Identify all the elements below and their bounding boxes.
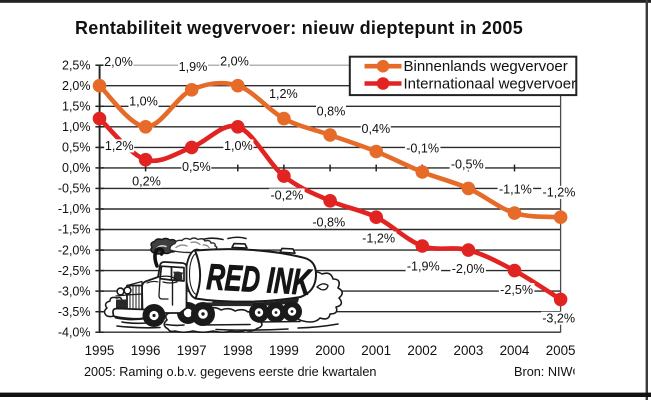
svg-text:2,0%: 2,0%	[104, 55, 133, 69]
svg-text:-0,1%: -0,1%	[406, 141, 439, 155]
svg-text:0,0%: 0,0%	[62, 161, 91, 175]
svg-text:2,0%: 2,0%	[220, 54, 249, 68]
svg-text:Bron: NIWO: Bron: NIWO	[514, 365, 583, 379]
svg-text:1,0%: 1,0%	[224, 139, 253, 153]
svg-text:Internationaal wegvervoer: Internationaal wegvervoer	[404, 76, 577, 93]
svg-text:2001: 2001	[361, 343, 391, 358]
svg-text:1996: 1996	[131, 343, 161, 358]
svg-text:-1,9%: -1,9%	[407, 260, 440, 274]
svg-text:-1,0%: -1,0%	[58, 202, 91, 216]
svg-text:2000: 2000	[315, 343, 345, 358]
svg-text:-2,5%: -2,5%	[58, 264, 91, 278]
svg-text:2003: 2003	[454, 343, 484, 358]
svg-text:0,8%: 0,8%	[317, 104, 346, 118]
svg-text:-0,8%: -0,8%	[312, 215, 345, 229]
svg-text:-0,5%: -0,5%	[451, 157, 484, 171]
svg-text:-3,5%: -3,5%	[58, 305, 91, 319]
svg-text:-1,1%: -1,1%	[499, 183, 532, 197]
svg-text:1999: 1999	[269, 343, 299, 358]
svg-text:1,0%: 1,0%	[129, 94, 158, 108]
svg-text:-2,0%: -2,0%	[452, 262, 485, 276]
svg-text:Rentabiliteit wegvervoer: nieu: Rentabiliteit wegvervoer: nieuw dieptepu…	[75, 18, 523, 38]
svg-text:1,0%: 1,0%	[62, 120, 91, 134]
svg-text:2004: 2004	[500, 343, 530, 358]
svg-text:Binnenlands wegvervoer: Binnenlands wegvervoer	[404, 58, 568, 75]
svg-text:2005: Raming o.b.v. gegevens e: 2005: Raming o.b.v. gegevens eerste drie…	[84, 365, 376, 379]
svg-text:2,0%: 2,0%	[62, 79, 91, 93]
svg-text:1,2%: 1,2%	[105, 139, 134, 153]
svg-text:2005: 2005	[546, 343, 576, 358]
svg-text:1995: 1995	[85, 343, 115, 358]
svg-text:-3,0%: -3,0%	[58, 284, 91, 298]
svg-text:-1,2%: -1,2%	[362, 231, 395, 245]
svg-text:1,9%: 1,9%	[179, 60, 208, 74]
svg-text:-0,2%: -0,2%	[270, 188, 303, 202]
svg-text:-1,5%: -1,5%	[58, 223, 91, 237]
svg-text:RED INK: RED INK	[206, 256, 314, 303]
svg-text:2,5%: 2,5%	[62, 58, 91, 72]
svg-text:0,5%: 0,5%	[182, 160, 211, 174]
svg-text:-4,0%: -4,0%	[58, 325, 91, 339]
svg-text:0,4%: 0,4%	[361, 122, 390, 136]
svg-text:-2,0%: -2,0%	[58, 243, 91, 257]
svg-text:1997: 1997	[177, 343, 207, 358]
svg-text:2002: 2002	[407, 343, 437, 358]
svg-text:1,5%: 1,5%	[62, 100, 91, 114]
svg-text:-2,5%: -2,5%	[500, 283, 533, 297]
svg-text:-3,2%: -3,2%	[542, 312, 575, 326]
svg-text:-0,5%: -0,5%	[58, 182, 91, 196]
svg-text:0,2%: 0,2%	[132, 175, 161, 189]
svg-text:-1,2%: -1,2%	[543, 186, 576, 200]
svg-text:0,5%: 0,5%	[62, 141, 91, 155]
svg-text:1,2%: 1,2%	[269, 87, 298, 101]
svg-text:1998: 1998	[223, 343, 253, 358]
